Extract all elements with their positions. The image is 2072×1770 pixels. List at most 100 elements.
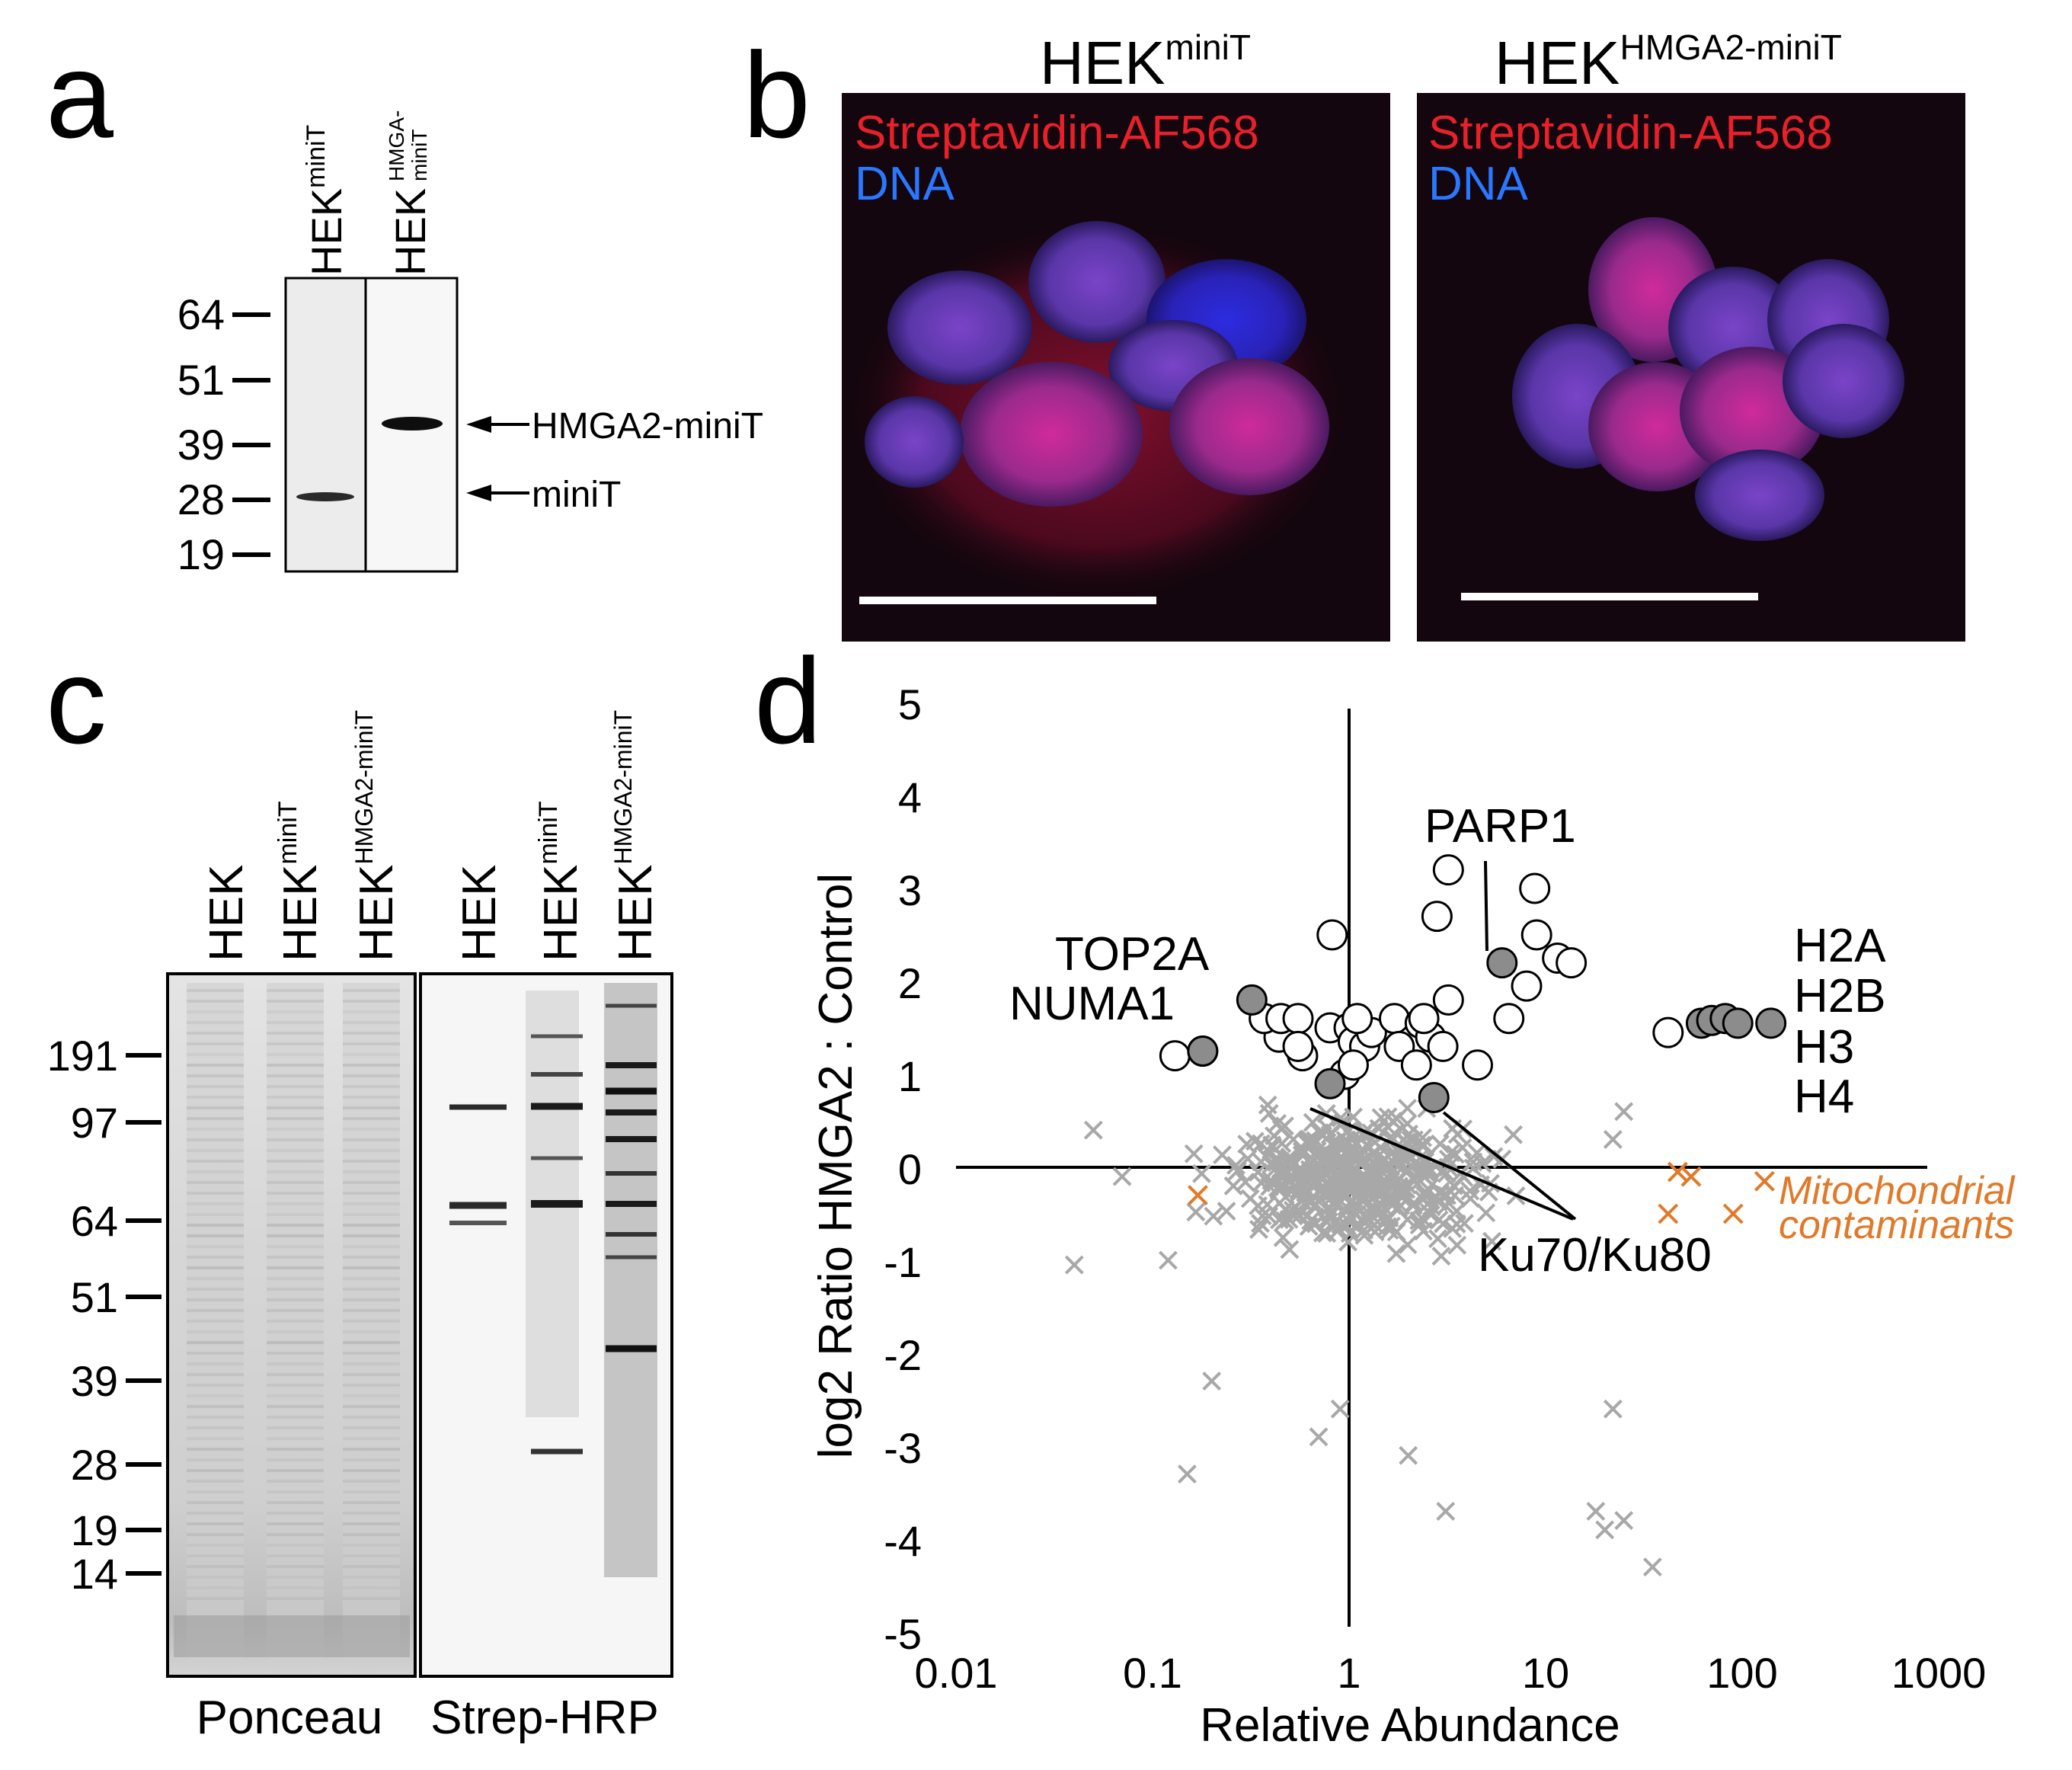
panel-d-letter: d (754, 632, 822, 769)
data-cross (1317, 1118, 1337, 1138)
panel-b-title-2: HEKHMGA2-miniT (1495, 27, 1842, 97)
data-cross (1398, 1114, 1417, 1134)
data-cross (1336, 1179, 1356, 1199)
mitochondrial-series (1188, 1161, 1775, 1224)
lane-label-base: HEK (453, 865, 506, 962)
highlighted-point (1314, 1067, 1346, 1099)
label-contaminants: contaminants (1779, 1203, 2014, 1247)
highlighted-point (1187, 1035, 1219, 1067)
data-cross (1236, 1173, 1255, 1192)
data-cross (1586, 1501, 1606, 1521)
panel-c-ponceau-blot (166, 972, 417, 1678)
enriched-point (1316, 919, 1348, 951)
x-tick-label: 100 (1706, 1649, 1777, 1697)
svg-text:HEK: HEK (200, 865, 253, 962)
data-cross (1386, 1243, 1406, 1263)
panel-c-marker: 97 (71, 1099, 161, 1147)
y-tick-label: 2 (898, 959, 922, 1007)
data-cross (1447, 1235, 1467, 1255)
x-axis-label: Relative Abundance (1200, 1699, 1620, 1752)
data-cross (1415, 1161, 1435, 1181)
marker-label: 28 (71, 1441, 118, 1489)
panel-a-marker: 39 (177, 421, 270, 469)
lane-label-base: HEK (386, 188, 434, 276)
panel-c-lane-label-6: HEKHMGA2-miniT (609, 710, 662, 962)
marker-label: 14 (71, 1550, 118, 1598)
data-cross (1476, 1203, 1496, 1223)
data-cross (1213, 1145, 1232, 1165)
data-cross (1428, 1229, 1447, 1249)
highlighted-point (1486, 947, 1518, 979)
lane-label-base: HEK (200, 865, 253, 962)
stain-label-blue: DNA (1428, 158, 1529, 210)
data-cross (1284, 1129, 1303, 1149)
data-cross (1447, 1214, 1466, 1234)
data-cross (1387, 1109, 1407, 1128)
data-cross (1248, 1163, 1268, 1182)
data-cross (1159, 1250, 1178, 1270)
panel-b-micrograph-2: Streptavidin-AF568 DNA (1417, 93, 1965, 642)
data-cross (1223, 1176, 1243, 1195)
panel-a-marker: 64 (177, 290, 270, 338)
stain-label-red: Streptavidin-AF568 (1428, 107, 1833, 159)
data-cross (1436, 1501, 1456, 1521)
scale-bar (859, 597, 1156, 604)
highlighted-series (1187, 947, 1787, 1113)
enriched-point (1408, 1003, 1440, 1035)
marker-label: 28 (177, 475, 225, 523)
y-tick-label: -3 (884, 1424, 922, 1472)
enriched-point (1378, 1003, 1410, 1035)
lane-label-base: HEK (274, 865, 327, 962)
lane-label-sup: miniT (534, 801, 563, 864)
enriched-point (1511, 970, 1543, 1002)
panel-c-lane-label-3: HEKHMGA2-miniT (350, 710, 403, 962)
svg-text:HEKminiT: HEKminiT (273, 801, 327, 962)
svg-text:HMGA-: HMGA- (385, 110, 408, 181)
data-cross (1273, 1227, 1293, 1247)
lane-label-sup: HMGA2-miniT (609, 710, 637, 865)
data-cross (1371, 1108, 1391, 1128)
data-cross (1353, 1151, 1373, 1171)
marker-label: 19 (71, 1506, 118, 1554)
blot-label-ponceau: Ponceau (197, 1692, 383, 1744)
label-h3: H3 (1794, 1021, 1854, 1074)
panel-b: b HEKminiT HEKHMGA2-miniT Streptavidin-A… (743, 27, 1965, 642)
data-cross (1358, 1210, 1378, 1230)
data-cross (1228, 1161, 1247, 1181)
data-cross (1411, 1160, 1431, 1180)
data-cross (1397, 1176, 1417, 1195)
y-tick-label: -2 (884, 1331, 922, 1379)
panel-b-micrograph-1: Streptavidin-AF568 DNA (842, 93, 1390, 642)
leader-line-ku-1 (1309, 1107, 1574, 1221)
data-cross (1249, 1220, 1268, 1240)
y-tick-label: 5 (898, 680, 922, 728)
svg-text:HEKminiT: HEKminiT (302, 125, 350, 276)
highlighted-point (1755, 1007, 1787, 1039)
marker-label: 19 (177, 530, 225, 578)
arrow-label: HMGA2-miniT (532, 406, 763, 447)
y-tick-label: 0 (898, 1145, 922, 1193)
data-cross (1356, 1167, 1376, 1186)
data-cross (1603, 1129, 1623, 1149)
data-cross (1337, 1216, 1357, 1236)
enriched-point (1159, 1040, 1191, 1072)
svg-text:HEK: HEK (386, 188, 434, 276)
enriched-point (1432, 854, 1464, 886)
enriched-point (1400, 1049, 1432, 1081)
panel-a-lane-label-2-sup: HMGA- (385, 110, 408, 181)
data-cross (1306, 1213, 1325, 1233)
title-sup: miniT (1166, 27, 1251, 67)
enriched-point (1341, 1003, 1373, 1035)
data-cross (1330, 1399, 1350, 1419)
panel-c-marker: 64 (71, 1197, 161, 1245)
mito-point (1658, 1203, 1679, 1224)
label-mitochondrial: Mitochondrial (1779, 1169, 2016, 1213)
label-top2a: TOP2A (1055, 928, 1210, 981)
data-cross (1300, 1129, 1319, 1149)
panel-c-lane-label-5: HEKminiT (534, 801, 587, 962)
marker-label: 39 (177, 421, 225, 469)
lane-label-sup: HMGA- (385, 110, 408, 181)
svg-text:HEKHMGA2-miniT: HEKHMGA2-miniT (350, 710, 403, 962)
